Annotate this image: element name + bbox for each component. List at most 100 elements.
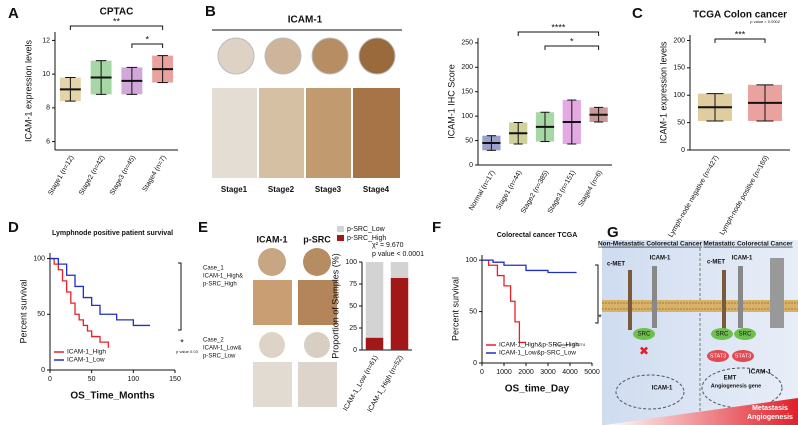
- significance-bracket: [544, 45, 600, 50]
- x-tick-label: Stage1 (n=44): [495, 169, 523, 211]
- annotation: χ² = 9.670: [372, 242, 404, 249]
- y-tick-label: 50: [37, 311, 45, 318]
- nucleus: [701, 367, 783, 409]
- receptor: [652, 266, 657, 328]
- y-tick-label: 0: [353, 347, 357, 354]
- image-header: ICAM-1: [288, 15, 323, 26]
- diagram-background: [602, 240, 798, 425]
- outcome-label: Angiogenesis: [747, 414, 793, 421]
- significance-bracket: [69, 25, 164, 30]
- panel-letter: B: [205, 3, 216, 20]
- y-tick-label: 150: [673, 65, 685, 72]
- receptor: [722, 270, 726, 330]
- case-label: ICAM-1_High&: [203, 274, 243, 280]
- survival-curve: [482, 259, 577, 274]
- significance-label: *: [570, 36, 574, 46]
- image-header: ICAM-1: [257, 234, 288, 244]
- y-tick-label: 0: [473, 360, 477, 367]
- stage-label: Stage4: [363, 185, 390, 194]
- legend-swatch: [337, 226, 344, 232]
- diagram-title: Non-Metastatic Colorectal Cancer: [598, 241, 702, 248]
- annotation: *: [598, 312, 602, 322]
- chart-title: TCGA Colon cancer: [693, 10, 787, 21]
- legend-label: p-SRC_High: [347, 235, 386, 242]
- outcome-label: Metastasis: [752, 405, 788, 412]
- y-tick-label: 200: [461, 64, 473, 71]
- nucleus: [615, 374, 685, 410]
- panel-e-images: ICAM-1 p-SRC Case_1 ICAM-1_High& p-SRC_H…: [203, 234, 337, 407]
- annotation: p value = 0.0002: [750, 19, 780, 24]
- x-tick-label: 0: [480, 369, 484, 376]
- x-tick-label: Stage1 (n=12): [47, 154, 75, 196]
- y-axis-label: Proportion of Samples (%): [330, 253, 340, 359]
- x-tick-label: Lymph-node positive (n=160): [719, 154, 770, 236]
- tissue-core: [304, 332, 330, 358]
- legend-label: ICAM-1_High: [67, 349, 106, 356]
- y-tick-label: 25: [349, 325, 357, 332]
- bar-segment: [390, 262, 409, 278]
- receptor: [738, 266, 743, 328]
- annotation: p value < 0.0001: [372, 251, 424, 258]
- src: [711, 328, 733, 340]
- significance-label: ****: [551, 22, 566, 32]
- significance-label: **: [113, 16, 121, 26]
- y-axis-label: Percent survival: [450, 277, 460, 341]
- y-tick-label: 100: [461, 113, 473, 120]
- y-tick-label: 50: [469, 308, 477, 315]
- stage-label: Stage2: [268, 185, 295, 194]
- tissue-core: [217, 37, 255, 75]
- y-tick-label: 100: [465, 257, 477, 264]
- annotation: p value 0.03: [176, 349, 199, 354]
- y-tick-label: 50: [349, 303, 357, 310]
- y-tick-label: 0: [469, 162, 473, 169]
- bar-segment: [365, 337, 384, 350]
- legend-label: p-SRC_Low: [347, 226, 386, 233]
- legend-label: ICAM-1_High&p-SRC_High: [499, 342, 579, 349]
- panel-letter: E: [198, 219, 208, 236]
- tissue-zoom: [253, 362, 292, 407]
- y-axis-label: ICAM-1 expression levels: [658, 41, 668, 144]
- gene-label: ICAM-1: [652, 386, 673, 392]
- y-tick-label: 50: [677, 119, 685, 126]
- receptor: [770, 258, 784, 328]
- significance-bracket: [178, 262, 182, 331]
- y-tick-label: 100: [345, 259, 357, 266]
- panel-b-images: B ICAM-1 Stage1 Stage2 Stage3 Stage4: [205, 3, 402, 194]
- x-tick-label: Stage4 (n=6): [578, 169, 604, 208]
- tissue-core: [358, 37, 396, 75]
- case-label: Case_1: [203, 266, 224, 272]
- y-tick-label: 50: [465, 137, 473, 144]
- survival-curve: [50, 257, 150, 327]
- x-axis-label: OS_time_Day: [505, 384, 570, 395]
- panel-letter: F: [432, 219, 441, 236]
- tissue-zoom: [253, 280, 292, 325]
- significance-bracket: [595, 264, 599, 324]
- x-tick-label: 1000: [496, 369, 512, 376]
- x-tick-label: Stage3 (n=151): [547, 169, 577, 214]
- gene-label: Angiogenesis gene: [711, 383, 761, 389]
- y-tick-label: 200: [673, 37, 685, 44]
- x-tick-label: Normal (n=17): [468, 169, 497, 211]
- y-tick-label: 6: [46, 138, 50, 145]
- x-tick-label: 4000: [562, 369, 578, 376]
- stat3-label: STAT3: [710, 353, 726, 359]
- tissue-zoom: [353, 88, 400, 178]
- tissue-zoom: [298, 362, 337, 407]
- tissue-zoom: [259, 88, 304, 178]
- tissue-core: [258, 248, 286, 276]
- x-tick-label: 0: [48, 376, 52, 383]
- significance-label: *: [145, 34, 149, 44]
- tissue-core: [264, 37, 302, 75]
- x-tick-label: 5000: [584, 369, 600, 376]
- src: [734, 328, 756, 340]
- significance-bracket: [131, 43, 164, 48]
- case-label: ICAM-1_Low&: [203, 346, 242, 352]
- chart-title: Lymphnode positive patient survival: [52, 230, 173, 237]
- x-tick-label: Stage2 (n=42): [78, 154, 106, 196]
- diagram-title: Metastatic Colorectal Cancer: [703, 241, 793, 248]
- stage-label: Stage3: [315, 185, 342, 194]
- x-tick-label: 2000: [518, 369, 534, 376]
- receptor-label: ICAM-1: [650, 256, 671, 262]
- gene-label: EMT: [724, 376, 737, 382]
- y-tick-label: 0: [41, 367, 45, 374]
